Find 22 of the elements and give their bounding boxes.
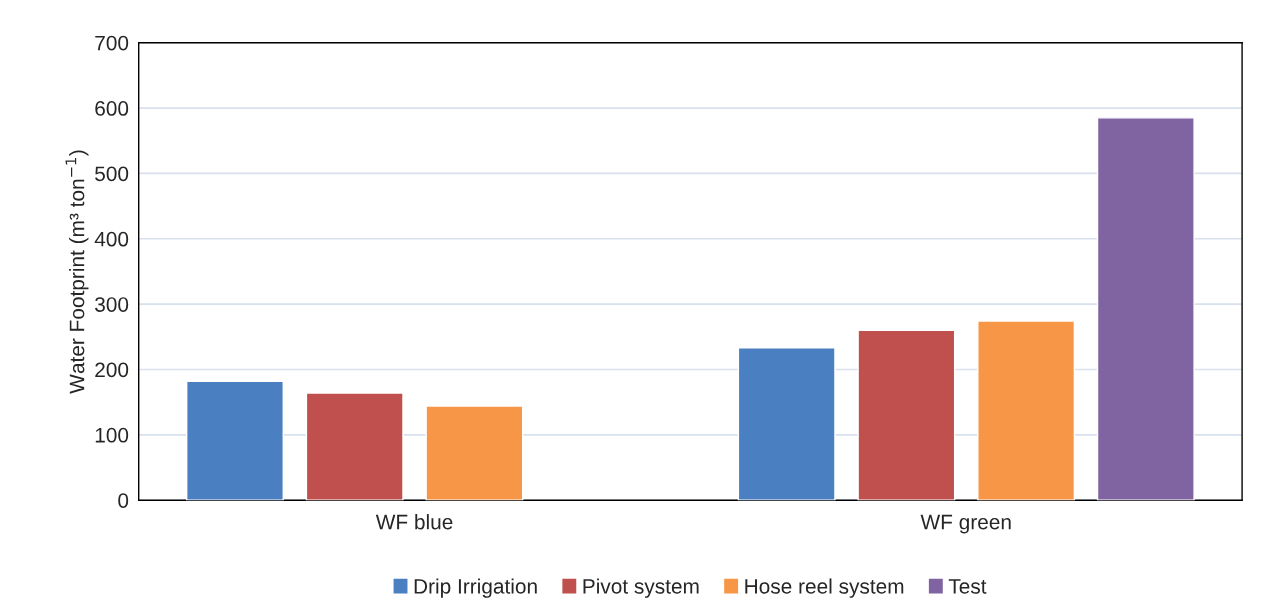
- y-tick-label: 300: [95, 297, 129, 312]
- y-tick-label: 0: [118, 493, 129, 508]
- y-tick-label: 400: [94, 231, 129, 247]
- bar: [305, 392, 404, 501]
- legend-label: Pivot system: [583, 578, 699, 598]
- y-tick-label: 200: [95, 362, 129, 378]
- y-axis-title: Water Footprint (m³ ton$^{−1}$): [65, 150, 89, 394]
- legend-label: Test: [948, 579, 987, 594]
- legend-label: Hose reel system: [745, 578, 904, 598]
- x-tick-label: WF blue: [375, 514, 453, 530]
- bar: [857, 329, 956, 501]
- bar: [977, 320, 1076, 501]
- bar: [425, 405, 524, 501]
- legend-label: Drip Irrigation: [414, 578, 537, 598]
- y-tick-label: 700: [95, 35, 129, 51]
- y-tick-label: 500: [95, 166, 129, 182]
- bar: [186, 380, 284, 501]
- bar: [737, 347, 836, 501]
- y-tick-label: 100: [95, 427, 129, 443]
- x-tick-label: WF green: [920, 514, 1011, 534]
- bar: [1096, 117, 1195, 501]
- y-tick-label: 600: [95, 101, 129, 116]
